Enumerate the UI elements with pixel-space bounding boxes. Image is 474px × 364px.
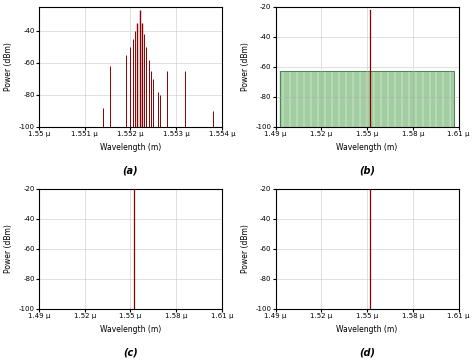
Y-axis label: Power (dBm): Power (dBm): [4, 42, 13, 91]
X-axis label: Wavelength (m): Wavelength (m): [337, 325, 398, 334]
Y-axis label: Power (dBm): Power (dBm): [241, 42, 250, 91]
Text: (d): (d): [359, 347, 375, 357]
Text: (c): (c): [123, 347, 138, 357]
X-axis label: Wavelength (m): Wavelength (m): [337, 143, 398, 152]
Y-axis label: Power (dBm): Power (dBm): [4, 224, 13, 273]
X-axis label: Wavelength (m): Wavelength (m): [100, 325, 161, 334]
Y-axis label: Power (dBm): Power (dBm): [241, 224, 250, 273]
X-axis label: Wavelength (m): Wavelength (m): [100, 143, 161, 152]
Text: (b): (b): [359, 165, 375, 175]
Bar: [280, 71, 454, 127]
Text: (a): (a): [123, 165, 138, 175]
